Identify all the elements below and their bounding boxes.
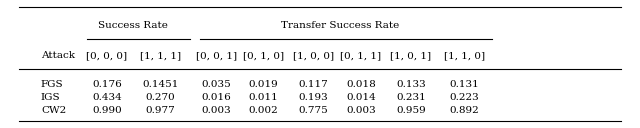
- Text: 0.231: 0.231: [396, 93, 426, 102]
- Text: 0.223: 0.223: [449, 93, 479, 102]
- Text: 0.003: 0.003: [346, 106, 376, 115]
- Text: [0, 0, 0]: [0, 0, 0]: [86, 51, 127, 60]
- Text: Attack: Attack: [41, 51, 75, 60]
- Text: 0.959: 0.959: [396, 106, 426, 115]
- Text: 0.016: 0.016: [202, 93, 232, 102]
- Text: 0.1451: 0.1451: [142, 80, 179, 89]
- Text: 0.035: 0.035: [202, 80, 232, 89]
- Text: 0.193: 0.193: [299, 93, 328, 102]
- Text: [0, 1, 1]: [0, 1, 1]: [340, 51, 381, 60]
- Text: IGS: IGS: [41, 93, 61, 102]
- Text: 0.117: 0.117: [299, 80, 328, 89]
- Text: [1, 0, 0]: [1, 0, 0]: [293, 51, 334, 60]
- Text: 0.002: 0.002: [249, 106, 278, 115]
- Text: [1, 0, 1]: [1, 0, 1]: [390, 51, 431, 60]
- Text: [1, 1, 1]: [1, 1, 1]: [140, 51, 180, 60]
- Text: CW2: CW2: [41, 106, 66, 115]
- Text: 0.011: 0.011: [249, 93, 278, 102]
- Text: 0.176: 0.176: [92, 80, 122, 89]
- Text: 0.133: 0.133: [396, 80, 426, 89]
- Text: 0.018: 0.018: [346, 80, 376, 89]
- Text: 0.131: 0.131: [449, 80, 479, 89]
- Text: 0.019: 0.019: [249, 80, 278, 89]
- Text: 0.014: 0.014: [346, 93, 376, 102]
- Text: [0, 1, 0]: [0, 1, 0]: [243, 51, 284, 60]
- Text: 0.270: 0.270: [145, 93, 175, 102]
- Text: 0.775: 0.775: [299, 106, 328, 115]
- Text: [1, 1, 0]: [1, 1, 0]: [444, 51, 485, 60]
- Text: 0.892: 0.892: [449, 106, 479, 115]
- Text: 0.977: 0.977: [145, 106, 175, 115]
- Text: Success Rate: Success Rate: [99, 21, 168, 30]
- Text: 0.990: 0.990: [92, 106, 122, 115]
- Text: 0.434: 0.434: [92, 93, 122, 102]
- Text: 0.003: 0.003: [202, 106, 232, 115]
- Text: FGS: FGS: [41, 80, 63, 89]
- Text: [0, 0, 1]: [0, 0, 1]: [196, 51, 237, 60]
- Text: Transfer Success Rate: Transfer Success Rate: [281, 21, 399, 30]
